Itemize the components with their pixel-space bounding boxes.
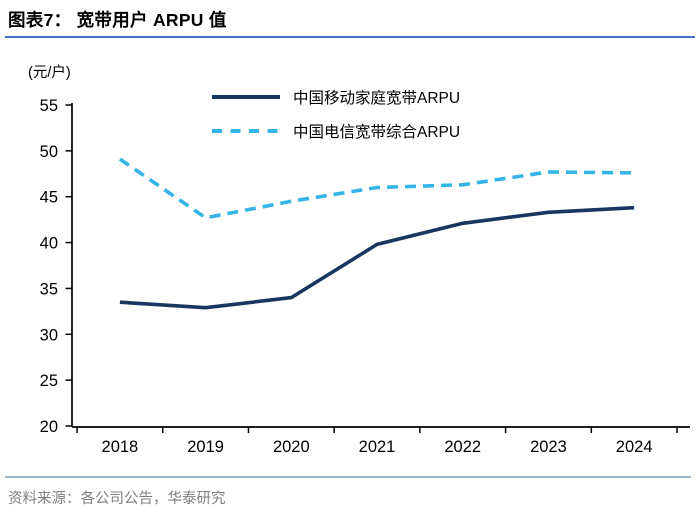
legend-item-telecom: 中国电信宽带综合ARPU [212, 114, 460, 148]
legend-swatch-dashed-line-icon [212, 129, 280, 133]
x-tick-label: 2024 [616, 438, 653, 456]
title-rule [5, 36, 695, 38]
y-tick-label: 30 [40, 326, 58, 344]
y-tick-label: 50 [40, 143, 58, 161]
x-tick-label: 2022 [444, 438, 481, 456]
y-tick-label: 55 [40, 97, 58, 115]
y-tick-label: 40 [40, 235, 58, 253]
legend-swatch-solid-line-icon [212, 95, 280, 99]
x-tick-label: 2018 [102, 438, 139, 456]
figure-title: 图表7： 宽带用户 ARPU 值 [8, 10, 227, 30]
series-line-telecom [118, 157, 635, 220]
x-tick-label: 2020 [273, 438, 310, 456]
x-tick-label: 2023 [530, 438, 567, 456]
y-tick-label: 45 [40, 189, 58, 207]
y-tick-label: 20 [40, 418, 58, 436]
x-tick-label: 2019 [187, 438, 224, 456]
y-tick-label: 25 [40, 372, 58, 390]
legend-item-mobile: 中国移动家庭宽带ARPU [212, 80, 460, 114]
y-axis-unit-label: (元/户) [28, 65, 71, 81]
source-note: 资料来源：各公司公告，华泰研究 [8, 491, 226, 507]
legend-label-mobile: 中国移动家庭宽带ARPU [293, 90, 461, 107]
chart-legend: 中国移动家庭宽带ARPU 中国电信宽带综合ARPU [212, 80, 460, 148]
series-line-mobile [119, 205, 635, 310]
footer-rule [5, 476, 691, 478]
x-tick-label: 2021 [359, 438, 396, 456]
y-tick-label: 35 [40, 280, 58, 298]
legend-label-telecom: 中国电信宽带综合ARPU [293, 124, 461, 141]
